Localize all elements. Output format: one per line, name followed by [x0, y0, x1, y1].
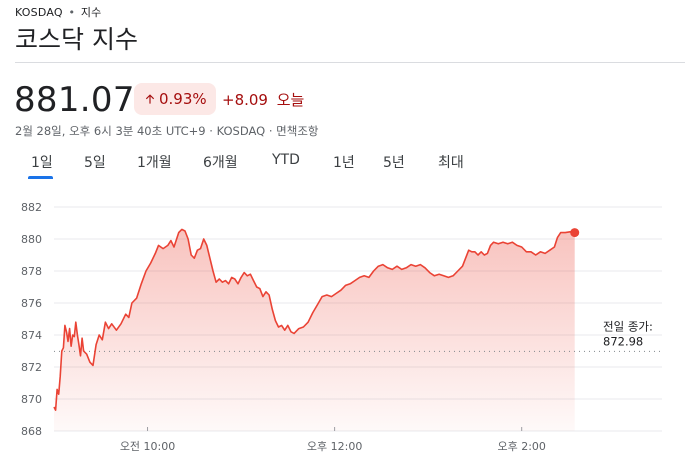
change-points: +8.09	[222, 91, 268, 109]
y-tick-label: 872	[21, 361, 42, 374]
change-percent: 0.93%	[159, 90, 207, 108]
previous-close-label: 전일 종가:	[603, 319, 653, 333]
current-price: 881.07	[14, 80, 135, 120]
tab-1y[interactable]: 1년	[333, 155, 355, 171]
quote-meta: 2월 28일, 오후 6시 3분 40초 UTC+9 · KOSDAQ · 면책…	[15, 124, 319, 138]
header-divider	[15, 62, 685, 63]
last-price-marker	[570, 228, 580, 238]
y-tick-label: 868	[21, 425, 42, 438]
price-area	[54, 229, 575, 431]
y-tick-label: 874	[21, 329, 42, 342]
breadcrumb-exchange[interactable]: KOSDAQ	[15, 6, 63, 19]
y-tick-label: 870	[21, 393, 42, 406]
tab-ytd[interactable]: YTD	[272, 152, 300, 168]
tab-1d[interactable]: 1일	[31, 155, 53, 171]
price-chart[interactable]: 868 870 872 874 876 878 880 882 오전 10:00 오후 12:00…	[0, 190, 685, 462]
tab-5d[interactable]: 5일	[84, 155, 106, 171]
tab-6m[interactable]: 6개월	[203, 155, 238, 171]
price-line	[53, 228, 575, 411]
arrow-up-icon	[145, 94, 155, 104]
y-tick-label: 878	[21, 265, 42, 278]
breadcrumb: KOSDAQ • 지수	[15, 4, 101, 20]
page-title: 코스닥 지수	[15, 25, 138, 54]
change-percent-badge: 0.93%	[134, 83, 216, 115]
y-tick-label: 880	[21, 233, 42, 246]
tab-max[interactable]: 최대	[438, 155, 464, 171]
y-tick-label: 882	[21, 201, 42, 214]
breadcrumb-section[interactable]: 지수	[80, 6, 102, 19]
x-tick-label: 오전 10:00	[120, 440, 175, 453]
x-tick-label: 오후 12:00	[307, 440, 362, 453]
tab-5y[interactable]: 5년	[383, 155, 405, 171]
x-tick-label: 오후 2:00	[497, 440, 545, 453]
tab-1m[interactable]: 1개월	[137, 155, 172, 171]
active-tab-indicator	[28, 176, 53, 179]
change-points-row: +8.09 오늘	[222, 89, 304, 110]
change-period: 오늘	[276, 91, 305, 109]
y-tick-label: 876	[21, 297, 42, 310]
breadcrumb-separator: •	[68, 6, 76, 19]
previous-close-value: 872.98	[603, 334, 643, 348]
